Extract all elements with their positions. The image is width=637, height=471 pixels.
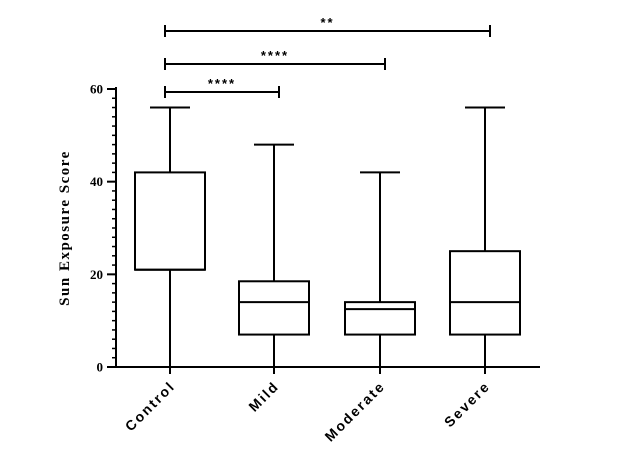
significance-label: **** (261, 48, 289, 63)
axes-group (107, 87, 540, 374)
x-category-label: Mild (245, 378, 282, 415)
y-tick-label: 20 (90, 267, 103, 282)
x-category-label: Moderate (321, 378, 388, 445)
significance-group (164, 25, 491, 98)
y-tick-label: 40 (90, 174, 103, 189)
y-axis-title: Sun Exposure Score (57, 150, 73, 306)
iqr-box (134, 171, 206, 271)
labels-group: 0 20 40 60 Control Mild Moderate Severe Sun Expo… (57, 15, 493, 444)
significance-label: **** (208, 76, 236, 91)
significance-label: ** (320, 15, 334, 30)
iqr-box (238, 280, 310, 336)
y-tick-label: 60 (90, 82, 103, 97)
x-category-label: Control (122, 378, 178, 434)
iqr-box (344, 301, 416, 336)
boxes-group (134, 106, 521, 367)
x-category-label: Severe (441, 378, 493, 430)
y-tick-label: 0 (97, 360, 104, 375)
iqr-box (449, 250, 521, 336)
